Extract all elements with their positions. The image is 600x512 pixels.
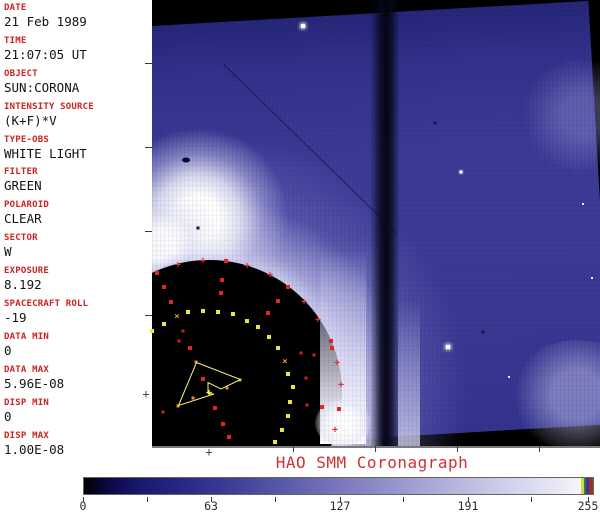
field-object-label: OBJECT xyxy=(4,69,38,79)
field-filter-value: GREEN xyxy=(4,178,42,193)
field-intensity-source: INTENSITY SOURCE (K+F)*V xyxy=(4,102,152,128)
colorbar-stripe xyxy=(589,478,593,494)
field-data-max-label: DATA MAX xyxy=(4,365,49,375)
field-filter-label: FILTER xyxy=(4,167,38,177)
field-time: TIME 21:07:05 UT xyxy=(4,36,152,62)
field-sector-label: SECTOR xyxy=(4,233,38,243)
field-date: DATE 21 Feb 1989 xyxy=(4,3,152,29)
field-disp-max: DISP MAX 1.00E-08 xyxy=(4,431,152,457)
field-data-min: DATA MIN 0 xyxy=(4,332,152,358)
colorbar-major-tick xyxy=(83,497,84,502)
field-type-obs: TYPE-OBS WHITE LIGHT xyxy=(4,135,152,161)
field-time-label: TIME xyxy=(4,36,27,46)
metadata-sidebar: DATE 21 Feb 1989 TIME 21:07:05 UT OBJECT SU… xyxy=(0,0,152,457)
field-object-value: SUN:CORONA xyxy=(4,80,80,95)
colorbar-major-tick xyxy=(340,497,341,502)
colorbar-minor-tick xyxy=(147,497,148,502)
colorbar-stripe xyxy=(581,478,584,494)
colorbar-end-stripes xyxy=(581,478,593,494)
colorbar-tick-label: 255 xyxy=(577,499,599,512)
colorbar-minor-tick xyxy=(531,497,532,502)
field-date-value: 21 Feb 1989 xyxy=(4,14,87,29)
pylon-base-glow xyxy=(315,400,371,446)
field-data-min-value: 0 xyxy=(4,343,12,358)
field-polaroid-label: POLAROID xyxy=(4,200,49,210)
field-object: OBJECT SUN:CORONA xyxy=(4,69,152,95)
field-sector: SECTOR W xyxy=(4,233,152,259)
field-disp-min-label: DISP MIN xyxy=(4,398,49,408)
field-filter: FILTER GREEN xyxy=(4,167,152,193)
field-exposure: EXPOSURE 8.192 xyxy=(4,266,152,292)
field-data-max-value: 5.96E-08 xyxy=(4,376,65,391)
field-disp-max-label: DISP MAX xyxy=(4,431,49,441)
page-title: HAO SMM Coronagraph xyxy=(275,453,469,472)
colorbar-major-tick xyxy=(468,497,469,502)
colorbar-stripe xyxy=(584,478,586,494)
field-time-value: 21:07:05 UT xyxy=(4,47,87,62)
field-disp-max-value: 1.00E-08 xyxy=(4,442,65,457)
scanline-texture xyxy=(152,0,600,446)
field-type-obs-label: TYPE-OBS xyxy=(4,135,49,145)
field-data-max: DATA MAX 5.96E-08 xyxy=(4,365,152,391)
bright-band xyxy=(398,300,420,446)
colorbar-tick-label: 63 xyxy=(204,499,218,512)
coronagraph-image xyxy=(152,0,600,448)
colorbar-minor-tick xyxy=(275,497,276,502)
colorbar-major-tick xyxy=(211,497,212,502)
field-spacecraft-roll: SPACECRAFT ROLL -19 xyxy=(4,299,152,325)
field-intensity-source-value: (K+F)*V xyxy=(4,113,57,128)
field-sector-value: W xyxy=(4,244,12,259)
colorbar-stripe xyxy=(586,478,589,494)
field-polaroid-value: CLEAR xyxy=(4,211,42,226)
vertical-dark-band xyxy=(370,0,400,446)
colorbar-tick-label: 0 xyxy=(79,499,87,512)
field-date-label: DATE xyxy=(4,3,27,13)
field-type-obs-value: WHITE LIGHT xyxy=(4,146,87,161)
field-polaroid: POLAROID CLEAR xyxy=(4,200,152,226)
colorbar-tick-label: 191 xyxy=(457,499,479,512)
field-spacecraft-roll-label: SPACECRAFT ROLL xyxy=(4,299,89,309)
colorbar-tick-label: 127 xyxy=(329,499,351,512)
field-disp-min-value: 0 xyxy=(4,409,12,424)
field-data-min-label: DATA MIN xyxy=(4,332,49,342)
field-exposure-label: EXPOSURE xyxy=(4,266,49,276)
field-disp-min: DISP MIN 0 xyxy=(4,398,152,424)
field-intensity-source-label: INTENSITY SOURCE xyxy=(4,102,94,112)
field-exposure-value: 8.192 xyxy=(4,277,42,292)
field-spacecraft-roll-value: -19 xyxy=(4,310,27,325)
colorbar-major-tick xyxy=(588,497,589,502)
colorbar xyxy=(83,477,594,495)
colorbar-minor-tick xyxy=(403,497,404,502)
